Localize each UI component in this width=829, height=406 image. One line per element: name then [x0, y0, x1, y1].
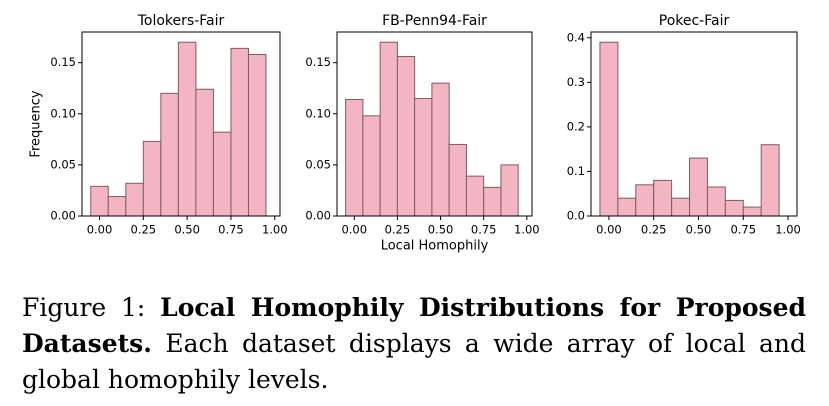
y-tick-label: 0.15 — [305, 55, 331, 69]
bar — [125, 182, 144, 217]
bar — [247, 53, 267, 217]
bar — [760, 144, 780, 217]
bar — [635, 184, 655, 217]
chart-title: FB-Penn94-Fair — [382, 13, 487, 29]
y-tick-label: 0.1 — [567, 164, 585, 178]
bar — [160, 92, 179, 217]
y-tick-label: 0.00 — [305, 209, 331, 223]
bar — [212, 131, 232, 217]
x-tick-label: 0.75 — [471, 223, 497, 237]
bar — [448, 143, 467, 217]
bar — [195, 88, 214, 217]
bar — [706, 186, 726, 217]
x-tick-label: 0.00 — [596, 223, 622, 237]
x-tick-label: 0.25 — [641, 223, 667, 237]
axes-frame — [336, 31, 533, 217]
caption: Figure 1: Local Homophily Distributions … — [22, 290, 806, 398]
bar — [689, 157, 708, 217]
bar — [142, 140, 162, 217]
x-tick-label: 0.00 — [341, 223, 367, 237]
x-axis-label: Local Homophily — [381, 239, 489, 254]
bar — [617, 197, 637, 217]
x-tick-label: 0.50 — [428, 223, 454, 237]
axes-frame — [81, 31, 281, 217]
bar — [599, 41, 619, 217]
x-tick-label: 0.50 — [686, 223, 712, 237]
bar — [396, 56, 416, 217]
x-tick-label: 1.00 — [514, 223, 540, 237]
y-tick-label: 0.4 — [567, 30, 585, 44]
bar — [177, 41, 197, 217]
bar — [431, 82, 450, 217]
x-tick-label: 0.75 — [218, 223, 244, 237]
bar — [345, 98, 364, 217]
y-tick-label: 0.10 — [50, 106, 76, 120]
bar — [500, 164, 519, 217]
x-tick-label: 1.00 — [262, 223, 288, 237]
y-tick-label: 0.3 — [567, 75, 585, 89]
y-tick-label: 0.2 — [567, 119, 585, 133]
y-tick-label: 0.10 — [305, 106, 331, 120]
bar — [483, 186, 502, 217]
bar — [379, 41, 398, 217]
bar — [742, 206, 762, 217]
bar — [671, 197, 691, 217]
caption-label: Figure 1: — [22, 293, 146, 322]
y-tick-label: 0.05 — [50, 157, 76, 171]
x-tick-label: 0.75 — [730, 223, 756, 237]
bar — [230, 47, 249, 217]
y-tick-label: 0.00 — [50, 209, 76, 223]
caption-bold: Local Homophily Distributions for Propos… — [22, 293, 807, 358]
caption-text: Each dataset displays a wide array of lo… — [22, 329, 806, 394]
x-tick-label: 1.00 — [775, 223, 801, 237]
x-tick-label: 0.50 — [174, 223, 200, 237]
chart-title: Tolokers-Fair — [137, 13, 225, 29]
y-axis-label: Frequency — [29, 90, 44, 157]
bar — [414, 97, 433, 217]
bar — [465, 175, 485, 217]
bar — [724, 199, 744, 217]
y-tick-label: 0.0 — [567, 209, 585, 223]
bar — [362, 115, 381, 217]
x-tick-label: 0.25 — [131, 223, 157, 237]
chart-title: Pokec-Fair — [659, 13, 730, 29]
bar — [107, 196, 127, 217]
bar — [653, 179, 673, 217]
x-tick-label: 0.00 — [87, 223, 113, 237]
axes-frame — [590, 31, 798, 217]
y-tick-label: 0.05 — [305, 157, 331, 171]
y-tick-label: 0.15 — [50, 55, 76, 69]
bar — [90, 185, 109, 217]
x-tick-label: 0.25 — [385, 223, 411, 237]
figure: 0.00 0.25 0.50 0.75 1.00 0.00 0.05 0.10 0.15 Tolo… — [29, 13, 801, 254]
